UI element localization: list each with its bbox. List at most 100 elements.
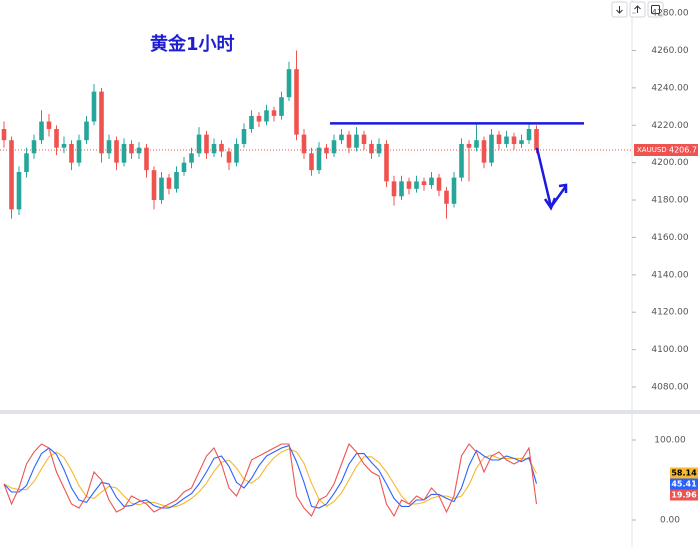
candle-body (301, 134, 307, 154)
arrow-icon (616, 6, 623, 14)
y-tick-label: 4140.00 (651, 270, 688, 280)
candle-body (369, 143, 374, 154)
candle-body (181, 162, 187, 173)
candle-body (114, 140, 119, 163)
last-price-box (634, 143, 698, 156)
candle-body (136, 147, 142, 154)
candle-body (174, 172, 179, 189)
candle-body (324, 147, 329, 154)
y-tick-label: 4100.00 (651, 345, 688, 355)
value-badge (670, 467, 698, 479)
indicator-line (3, 448, 537, 508)
candle-body (354, 134, 359, 148)
candle-body (294, 69, 299, 135)
value-badge-label: 45.41 (671, 480, 697, 489)
candle-body (496, 134, 502, 144)
candle-body (474, 140, 479, 148)
candle-body (504, 136, 509, 144)
candle-body (219, 143, 224, 152)
candle-body (481, 140, 487, 163)
candle-body (204, 134, 209, 154)
candle-body (1, 129, 7, 141)
candle-body (31, 140, 37, 154)
candle-body (196, 134, 202, 154)
y-tick-label: 4260.00 (651, 46, 688, 56)
candle-body (129, 143, 134, 154)
value-badge-label: 58.14 (671, 469, 697, 478)
candle-body (391, 181, 397, 197)
value-badge (670, 478, 698, 490)
candle-body (271, 110, 277, 116)
candle-body (9, 140, 14, 210)
y-tick-label: 4180.00 (651, 196, 688, 206)
candle-body (189, 153, 194, 163)
last-price-label: 4206.77 (669, 145, 700, 154)
candle-body (526, 129, 532, 141)
candle-body (84, 121, 89, 141)
candle-body (519, 140, 524, 144)
fullscreen-icon (651, 5, 660, 14)
value-badge-label: 19.96 (671, 491, 697, 500)
candle-body (121, 143, 127, 163)
pane-divider (0, 410, 700, 414)
candle-body (451, 177, 457, 204)
candle-body (46, 121, 52, 130)
candle-body (91, 91, 97, 122)
indicator-line (3, 444, 538, 509)
chart-title: 黄金1小时 (150, 33, 235, 55)
value-badge (670, 489, 698, 501)
candle-body (466, 143, 472, 148)
y-tick-label: 4120.00 (651, 308, 688, 318)
candle-body (256, 115, 262, 122)
toolbar[interactable] (611, 1, 664, 18)
candle-body (279, 97, 284, 116)
candle-body (309, 153, 314, 171)
arrow-icon (634, 5, 641, 13)
candle-body (226, 151, 232, 163)
candle-body (241, 129, 247, 144)
candle-body (331, 140, 337, 154)
candle-body (151, 170, 157, 201)
y-tick-label: 4280.00 (651, 9, 688, 19)
candle-body (16, 172, 22, 210)
candle-body (406, 181, 412, 189)
candle-body (61, 143, 67, 148)
y-tick-label: 4220.00 (651, 121, 688, 131)
candle-body (361, 134, 367, 144)
y-tick-label: 4080.00 (651, 383, 688, 393)
candle-body (39, 121, 44, 141)
candle-body (459, 143, 464, 178)
candle-body (511, 136, 517, 144)
candle-body (414, 181, 419, 189)
arrow-head (543, 183, 568, 211)
symbol-label: XAUUSD (637, 146, 667, 154)
candle-body (211, 143, 217, 154)
candle-body (166, 177, 172, 189)
y-tick-label: 4200.00 (651, 158, 688, 168)
candle-body (144, 147, 149, 171)
candle-body (489, 134, 494, 163)
candle-body (99, 91, 104, 154)
y-tick-label: 4160.00 (651, 233, 688, 243)
candle-body (534, 129, 539, 150)
candle-body (234, 143, 239, 163)
candle-body (286, 69, 292, 98)
candle-body (106, 140, 112, 154)
candle-body (421, 181, 427, 186)
candle-body (429, 177, 434, 186)
candle-body (264, 110, 269, 122)
candle-body (24, 153, 29, 173)
candle-body (346, 134, 352, 148)
candle-body (436, 177, 442, 191)
candle-body (54, 129, 59, 148)
candle-body (69, 143, 74, 163)
candle-body (376, 143, 382, 154)
candle-body (444, 190, 449, 204)
candle-body (159, 177, 164, 201)
candle-body (316, 147, 322, 171)
y-tick-label: 4240.00 (651, 83, 688, 93)
candle-body (76, 140, 82, 163)
candle-body (249, 115, 254, 130)
